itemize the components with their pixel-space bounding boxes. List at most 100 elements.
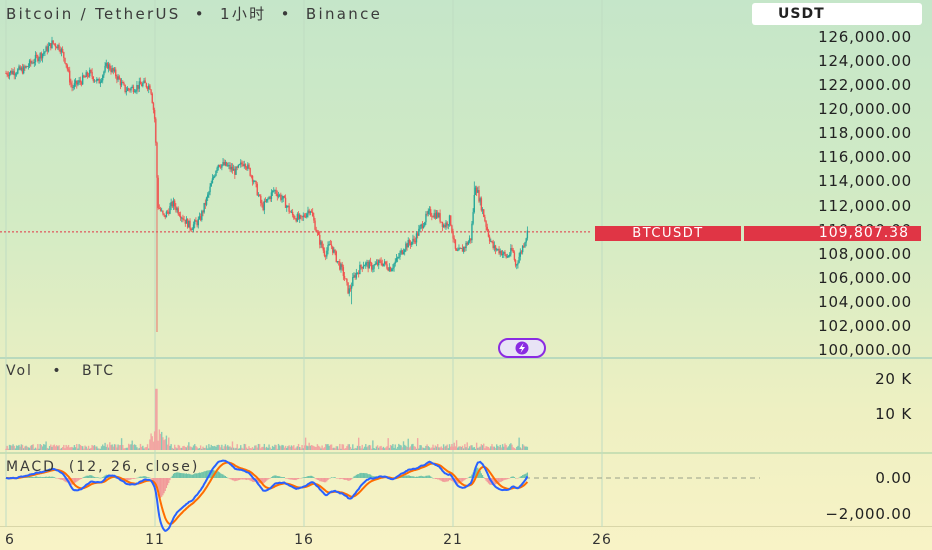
price-axis-label: 126,000.00 bbox=[818, 28, 912, 46]
volume-bar bbox=[265, 446, 268, 450]
volume-axis-label: 20 K bbox=[875, 370, 912, 388]
macd-histogram-bar bbox=[98, 477, 100, 479]
date-axis-label: 26 bbox=[592, 532, 612, 548]
candle-body bbox=[276, 193, 279, 197]
macd-histogram-bar bbox=[478, 469, 480, 478]
volume-bar bbox=[455, 440, 458, 450]
candle-body bbox=[143, 80, 145, 83]
candle-body bbox=[99, 81, 102, 84]
volume-bar bbox=[472, 447, 474, 450]
volume-bar bbox=[158, 429, 161, 450]
macd-histogram-bar bbox=[359, 473, 361, 478]
volume-bar bbox=[80, 445, 83, 450]
volume-bar bbox=[446, 444, 448, 450]
macd-histogram-bar bbox=[500, 478, 503, 482]
volume-bar bbox=[336, 446, 339, 450]
volume-bar bbox=[205, 445, 208, 450]
candle-body bbox=[370, 263, 373, 270]
candle-body bbox=[355, 272, 358, 278]
volume-bar bbox=[90, 447, 92, 450]
candle-body bbox=[452, 232, 454, 239]
candle-body bbox=[441, 221, 444, 227]
volume-bar bbox=[501, 444, 504, 450]
volume-bar bbox=[420, 445, 422, 450]
macd-histogram-bar bbox=[412, 476, 414, 478]
macd-histogram-bar bbox=[222, 474, 224, 478]
candle-body bbox=[295, 218, 297, 222]
candle-body bbox=[408, 240, 411, 244]
volume-bar bbox=[81, 446, 84, 450]
macd-histogram-bar bbox=[47, 476, 50, 478]
macd-histogram-bar bbox=[251, 478, 254, 482]
macd-histogram-bar bbox=[169, 478, 171, 481]
candle-body bbox=[139, 81, 142, 85]
volume-bar bbox=[525, 446, 527, 450]
candle-body bbox=[78, 80, 80, 83]
volume-bar bbox=[477, 447, 479, 450]
volume-bar bbox=[376, 445, 379, 450]
macd-histogram-bar bbox=[348, 478, 350, 481]
macd-histogram-bar bbox=[60, 478, 63, 480]
volume-bar bbox=[270, 448, 273, 450]
volume-bar bbox=[504, 443, 506, 450]
macd-histogram-bar bbox=[282, 477, 284, 478]
volume-bar bbox=[157, 440, 159, 450]
macd-histogram-bar bbox=[441, 478, 444, 482]
candle-body bbox=[374, 264, 376, 266]
macd-histogram-bar bbox=[44, 476, 46, 478]
volume-bar bbox=[332, 448, 334, 450]
candle-body bbox=[508, 254, 511, 257]
volume-bar bbox=[20, 444, 23, 450]
currency-button[interactable]: USDT bbox=[752, 3, 922, 25]
volume-bar bbox=[379, 446, 381, 450]
macd-histogram-bar bbox=[413, 476, 415, 478]
candle-body bbox=[332, 246, 334, 253]
macd-histogram-bar bbox=[165, 478, 168, 489]
candle-body bbox=[307, 210, 309, 214]
volume-bar bbox=[405, 445, 407, 450]
macd-histogram-bar bbox=[31, 476, 33, 478]
candle-body bbox=[380, 260, 382, 264]
lightning-icon[interactable] bbox=[498, 338, 546, 358]
macd-histogram-bar bbox=[53, 477, 55, 478]
macd-histogram-bar bbox=[189, 474, 191, 478]
volume-bar bbox=[33, 448, 36, 450]
candle-body bbox=[103, 71, 105, 76]
volume-bar bbox=[258, 444, 261, 450]
macd-histogram-bar bbox=[270, 477, 273, 478]
volume-bar bbox=[350, 448, 353, 450]
volume-bar bbox=[389, 444, 392, 450]
candle-body bbox=[164, 215, 166, 218]
volume-bar bbox=[464, 444, 466, 450]
volume-title: Vol • BTC bbox=[6, 363, 115, 379]
volume-bar bbox=[301, 445, 303, 450]
volume-bar bbox=[185, 447, 188, 450]
candle-body bbox=[51, 40, 53, 49]
candle-body bbox=[119, 79, 122, 86]
volume-bar bbox=[119, 444, 122, 450]
macd-histogram-bar bbox=[368, 474, 370, 478]
volume-bar bbox=[271, 445, 274, 450]
volume-bar bbox=[383, 448, 386, 450]
macd-histogram-bar bbox=[342, 478, 344, 480]
macd-histogram-bar bbox=[362, 473, 365, 478]
candle-body bbox=[117, 76, 119, 80]
candle-body bbox=[347, 282, 349, 294]
volume-bar bbox=[142, 445, 144, 450]
volume-bar bbox=[13, 445, 15, 450]
volume-bar bbox=[111, 444, 113, 450]
macd-histogram-bar bbox=[149, 477, 151, 479]
candle-body bbox=[63, 52, 65, 58]
macd-histogram-bar bbox=[440, 478, 442, 481]
candle-body bbox=[70, 82, 72, 85]
macd-histogram-bar bbox=[497, 478, 499, 484]
candle-body bbox=[202, 211, 204, 213]
candle-body bbox=[120, 82, 123, 86]
candle-body bbox=[31, 62, 33, 64]
volume-bar bbox=[56, 445, 58, 450]
macd-histogram-bar bbox=[305, 477, 307, 478]
volume-bar bbox=[85, 446, 87, 450]
macd-histogram-bar bbox=[39, 476, 41, 478]
